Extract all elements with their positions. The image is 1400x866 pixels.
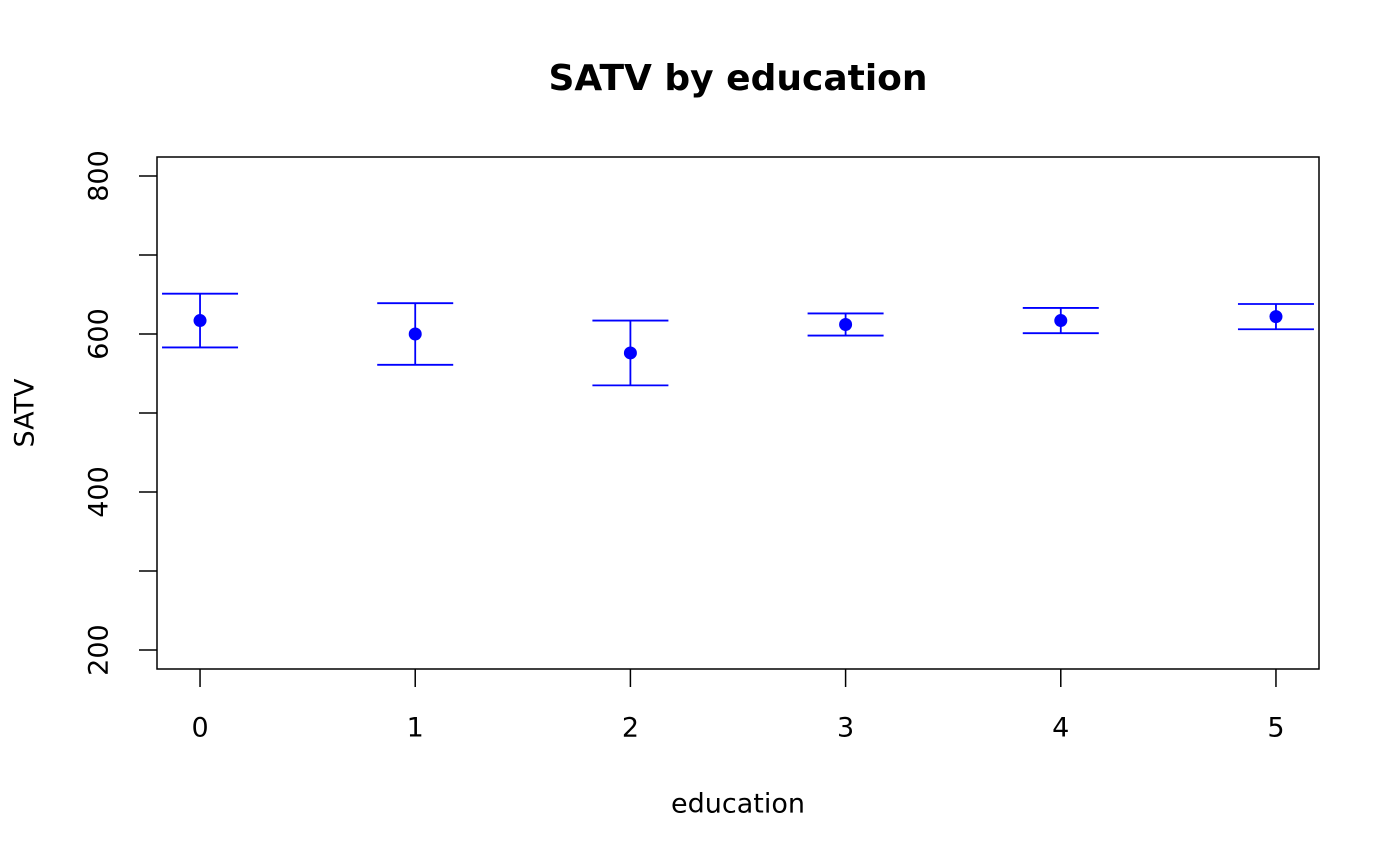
point: [1054, 314, 1068, 328]
y-axis-label: SATV: [10, 378, 41, 448]
x-tick-label: 2: [622, 713, 639, 744]
x-tick-label: 5: [1267, 713, 1284, 744]
plot-frame: [156, 156, 1320, 670]
y-tick-label: 600: [84, 308, 115, 360]
y-tick-label: 800: [84, 150, 115, 202]
point: [193, 314, 207, 328]
x-tick-label: 1: [407, 713, 424, 744]
y-tick-label: 200: [84, 624, 115, 676]
x-tick-label: 0: [191, 713, 208, 744]
y-tick-label: 400: [84, 466, 115, 518]
chart-title: SATV by education: [548, 58, 927, 99]
x-tick-label: 4: [1052, 713, 1069, 744]
x-tick-label: 3: [837, 713, 854, 744]
point: [623, 346, 637, 360]
point: [408, 327, 422, 341]
x-axis-label: education: [671, 789, 805, 820]
point: [1269, 310, 1283, 324]
point: [839, 318, 853, 332]
